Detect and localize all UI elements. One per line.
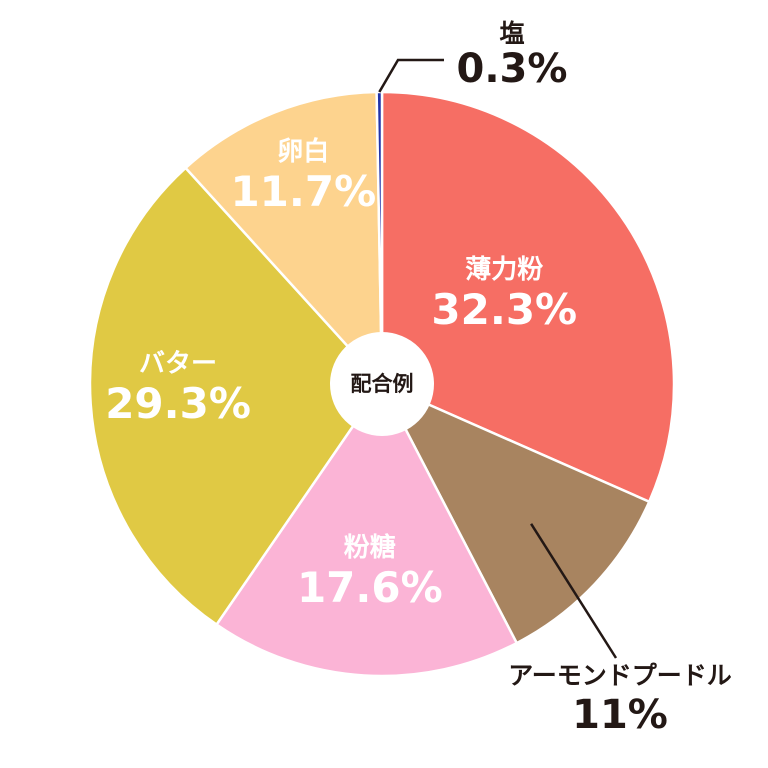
slices-layer — [88, 90, 676, 678]
pie-slice-3 — [214, 381, 519, 678]
pie-slice-1 — [380, 90, 676, 504]
slice-value-label-3: 17.6% — [297, 563, 443, 612]
pie-slice-5 — [183, 90, 384, 388]
center-label: 配合例 — [351, 372, 414, 396]
slice-label-6: 塩 — [499, 19, 524, 48]
slice-value-label-5: 11.7% — [230, 167, 376, 216]
slice-value-label-4: 29.3% — [105, 379, 251, 428]
leader-line-6 — [378, 58, 444, 93]
leaders-layer — [378, 58, 618, 659]
pie-slice-4 — [88, 166, 384, 627]
slice-value-label-2: 11% — [572, 692, 668, 738]
slice-value-label-1: 32.3% — [431, 285, 577, 334]
slice-label-3: 粉糖 — [344, 532, 396, 563]
slice-label-4: バター — [139, 349, 217, 379]
center-hole — [330, 332, 434, 436]
pie-slice-2 — [379, 381, 651, 645]
slice-label-5: 卵白 — [277, 136, 329, 167]
slice-label-2: アーモンドプードル — [508, 661, 732, 690]
slice-value-label-6: 0.3% — [457, 46, 568, 92]
leader-line-2 — [530, 523, 618, 659]
slice-label-1: 薄力粉 — [465, 255, 543, 285]
